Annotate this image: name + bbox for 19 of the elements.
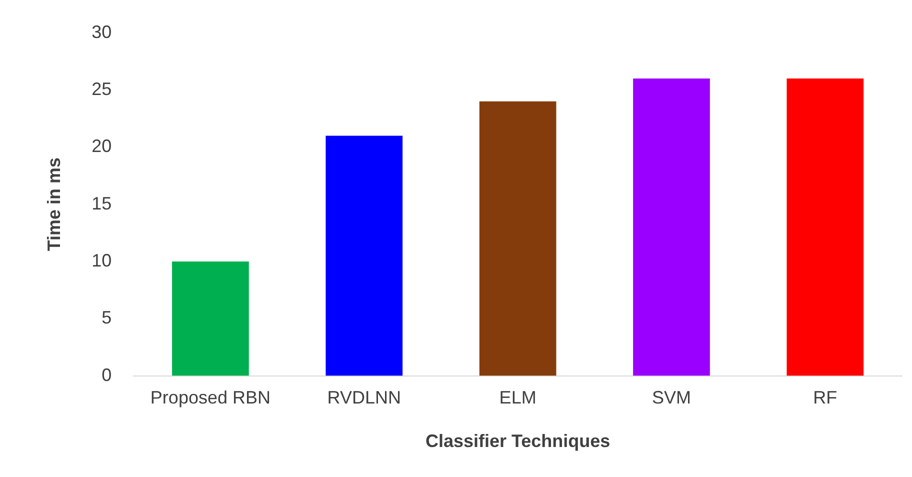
x-tick-label: SVM <box>652 388 691 408</box>
y-tick-label: 10 <box>92 250 112 270</box>
y-tick-label: 25 <box>92 78 112 99</box>
x-tick-label: ELM <box>499 388 536 408</box>
bar <box>172 261 249 376</box>
y-tick-label: 0 <box>102 364 112 385</box>
x-axis-title: Classifier Techniques <box>425 431 610 452</box>
bar <box>633 78 710 376</box>
x-tick-label: Proposed RBN <box>150 388 270 408</box>
y-tick-label: 30 <box>92 22 112 42</box>
y-axis-title: Time in ms <box>44 157 64 252</box>
bar <box>479 101 556 376</box>
bar <box>326 136 403 376</box>
bar <box>786 78 864 376</box>
x-tick-label: RVDLNN <box>327 388 401 408</box>
y-tick-label: 5 <box>102 308 112 328</box>
y-tick-label: 20 <box>92 136 112 156</box>
y-tick-label: 15 <box>92 193 112 214</box>
x-tick-label: RF <box>813 388 838 408</box>
